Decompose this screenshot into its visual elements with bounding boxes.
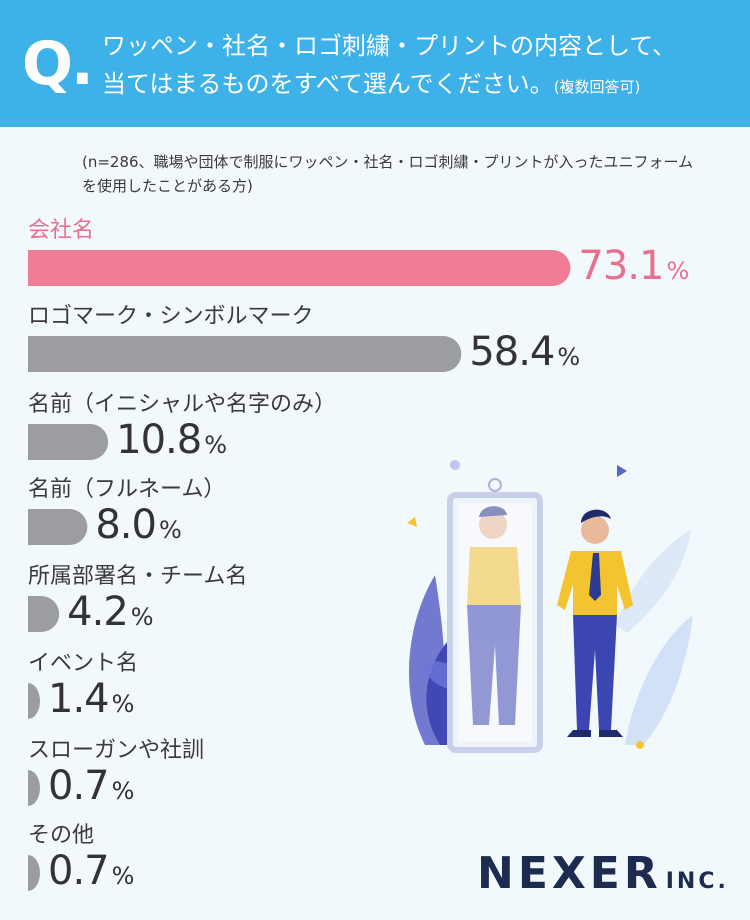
category-label-4: 所属部署名・チーム名 [28, 564, 248, 589]
value-unit-0: % [666, 257, 690, 285]
bar-5 [28, 683, 40, 719]
category-label-5: イベント名 [28, 651, 139, 676]
value-label-1: 58.4% [469, 328, 580, 381]
value-label-5: 1.4% [48, 675, 134, 728]
value-label-0: 73.1% [578, 242, 689, 295]
value-unit-5: % [111, 690, 135, 718]
mirror-illustration [407, 460, 693, 753]
category-label-1: ロゴマーク・シンボルマーク [28, 304, 314, 329]
value-number-3: 8.0 [95, 502, 157, 548]
category-label-7: その他 [28, 823, 95, 848]
value-unit-1: % [557, 343, 581, 371]
bar-0 [28, 250, 571, 286]
question-header: Q. ワッペン・社名・ロゴ刺繍・プリントの内容として、 当てはまるものをすべて選… [0, 0, 750, 127]
bar-1 [28, 336, 462, 372]
value-number-1: 58.4 [469, 329, 555, 375]
category-label-6: スローガンや社訓 [28, 738, 205, 763]
value-unit-6: % [111, 777, 135, 805]
reflection-person [467, 506, 521, 725]
bar-2 [28, 424, 109, 460]
confetti [407, 460, 644, 749]
nexer-logo: NEXER INC. [477, 850, 729, 906]
value-number-0: 73.1 [578, 243, 664, 289]
logo-main: NEXER [477, 848, 662, 899]
value-number-5: 1.4 [48, 676, 110, 722]
value-label-2: 10.8% [116, 416, 227, 469]
value-unit-3: % [158, 516, 182, 544]
bar-3 [28, 509, 88, 545]
bar-4 [28, 596, 60, 632]
value-number-2: 10.8 [116, 417, 202, 463]
category-label-2: 名前（イニシャルや名字のみ） [28, 392, 337, 417]
question-note: (複数回答可) [553, 78, 641, 96]
question-mark: Q. [22, 29, 94, 99]
category-label-0: 会社名 [28, 218, 95, 243]
value-label-3: 8.0% [95, 501, 181, 554]
question-text-line2-main: 当てはまるものをすべて選んでください。 [102, 70, 554, 98]
value-unit-4: % [130, 603, 154, 631]
value-unit-2: % [204, 431, 227, 459]
value-label-4: 4.2% [67, 588, 153, 641]
sample-note: (n=286、職場や団体で制服にワッペン・社名・ロゴ刺繍・プリントが入ったユニフ… [82, 153, 694, 195]
category-label-3: 名前（フルネーム） [28, 477, 226, 502]
question-text-line1: ワッペン・社名・ロゴ刺繍・プリントの内容として、 [102, 32, 677, 60]
value-label-6: 0.7% [48, 762, 134, 815]
logo-sub: INC. [665, 869, 729, 894]
person [557, 509, 633, 737]
value-label-7: 0.7% [48, 847, 134, 900]
bar-6 [28, 770, 40, 806]
bar-7 [28, 855, 40, 891]
value-number-4: 4.2 [67, 589, 129, 635]
value-number-7: 0.7 [48, 848, 110, 894]
value-unit-7: % [111, 862, 135, 890]
value-number-6: 0.7 [48, 763, 110, 809]
question-text-line2: 当てはまるものをすべて選んでください。(複数回答可) [102, 69, 640, 102]
